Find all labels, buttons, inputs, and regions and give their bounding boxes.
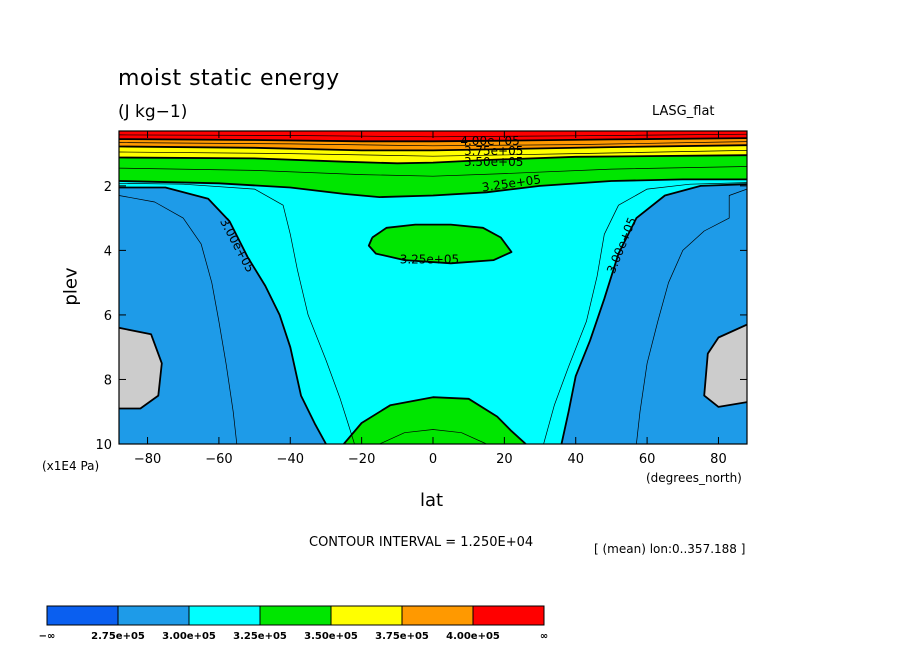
contour-line: [119, 154, 747, 165]
contour-line: [119, 141, 747, 147]
y-tick-label: 10: [95, 438, 112, 453]
axes-layer: −80 −60 −40 −20 0 20 40 60 80 2 4 6 8 10: [95, 131, 747, 467]
x-units-label: (degrees_north): [646, 471, 742, 485]
contour-line: [379, 429, 487, 444]
fill-region-250000: [119, 327, 162, 409]
colorbar-swatch: [188, 605, 261, 626]
fill-region-325000: [343, 397, 526, 444]
fill-region-275000: [119, 187, 326, 444]
contour-line: [119, 186, 327, 444]
contour-line-layer: [119, 133, 747, 444]
x-tick-label: 0: [429, 452, 437, 467]
contour-line: [343, 396, 527, 444]
contour-line: [119, 150, 747, 157]
x-tick-label: 40: [567, 452, 584, 467]
contour-line: [119, 166, 747, 177]
colorbar-label: 3.00e+05: [162, 631, 216, 642]
contour-interval-text: CONTOUR INTERVAL = 1.250E+04: [309, 535, 534, 550]
y-tick-label: 4: [104, 244, 112, 259]
x-tick-label: 60: [639, 452, 656, 467]
colorbar-swatch: [330, 605, 403, 626]
contour-fill-layer: [119, 131, 747, 444]
colorbar-label: 3.75e+05: [375, 631, 429, 642]
contour-label: 3.75e+05: [464, 144, 523, 158]
model-label: LASG_flat: [652, 104, 715, 119]
contour-line: [703, 323, 747, 408]
colorbar-label: 2.75e+05: [91, 631, 145, 642]
contour-line: [367, 223, 513, 265]
contour-line: [119, 144, 747, 152]
colorbar-swatch: [472, 605, 545, 626]
x-tick-label: −20: [348, 452, 375, 467]
chart-units: (J kg−1): [118, 102, 188, 122]
colorbar-label: 4.00e+05: [446, 631, 500, 642]
contour-label: 4.00e+05: [460, 134, 519, 148]
contour-line: [119, 326, 163, 410]
x-axis-label: lat: [420, 490, 444, 511]
contour-line: [560, 183, 747, 444]
y-tick-label: 8: [104, 373, 112, 388]
colorbar-label: 3.25e+05: [233, 631, 287, 642]
y-axis-label: plev: [60, 267, 82, 306]
contour-line: [119, 137, 747, 143]
contour-line: [119, 195, 238, 444]
y-scale-label: (x1E4 Pa): [42, 459, 100, 473]
fill-region-250000: [704, 324, 747, 407]
colorbar-swatch: [46, 605, 119, 626]
contour-label: 3.50e+05: [464, 155, 523, 169]
contour-line: [119, 178, 747, 199]
colorbar-label: 3.50e+05: [304, 631, 358, 642]
colorbar-swatch: [117, 605, 190, 626]
contour-line: [636, 188, 747, 444]
chart-title: moist static energy: [118, 66, 340, 91]
mean-annotation: [ (mean) lon:0..357.188 ]: [594, 542, 746, 556]
x-tick-label: 80: [710, 452, 727, 467]
x-tick-label: −80: [134, 452, 161, 467]
colorbar-label: ∞: [540, 631, 548, 642]
contour-line: [543, 182, 747, 444]
fill-region-275000: [561, 184, 747, 444]
colorbar-swatch: [259, 605, 332, 626]
fill-region-325000: [368, 224, 512, 264]
x-tick-label: −60: [205, 452, 232, 467]
colorbar: −∞ 2.75e+05 3.00e+05 3.25e+05 3.50e+05 3.75e+…: [39, 605, 548, 642]
y-tick-label: 2: [104, 180, 112, 195]
y-tick-label: 6: [104, 309, 112, 324]
colorbar-label: −∞: [39, 631, 56, 642]
contour-line: [119, 182, 355, 444]
contour-label: 3.25e+05: [400, 253, 459, 267]
colorbar-swatch: [401, 605, 474, 626]
x-tick-label: −40: [277, 452, 304, 467]
x-tick-label: 20: [496, 452, 513, 467]
